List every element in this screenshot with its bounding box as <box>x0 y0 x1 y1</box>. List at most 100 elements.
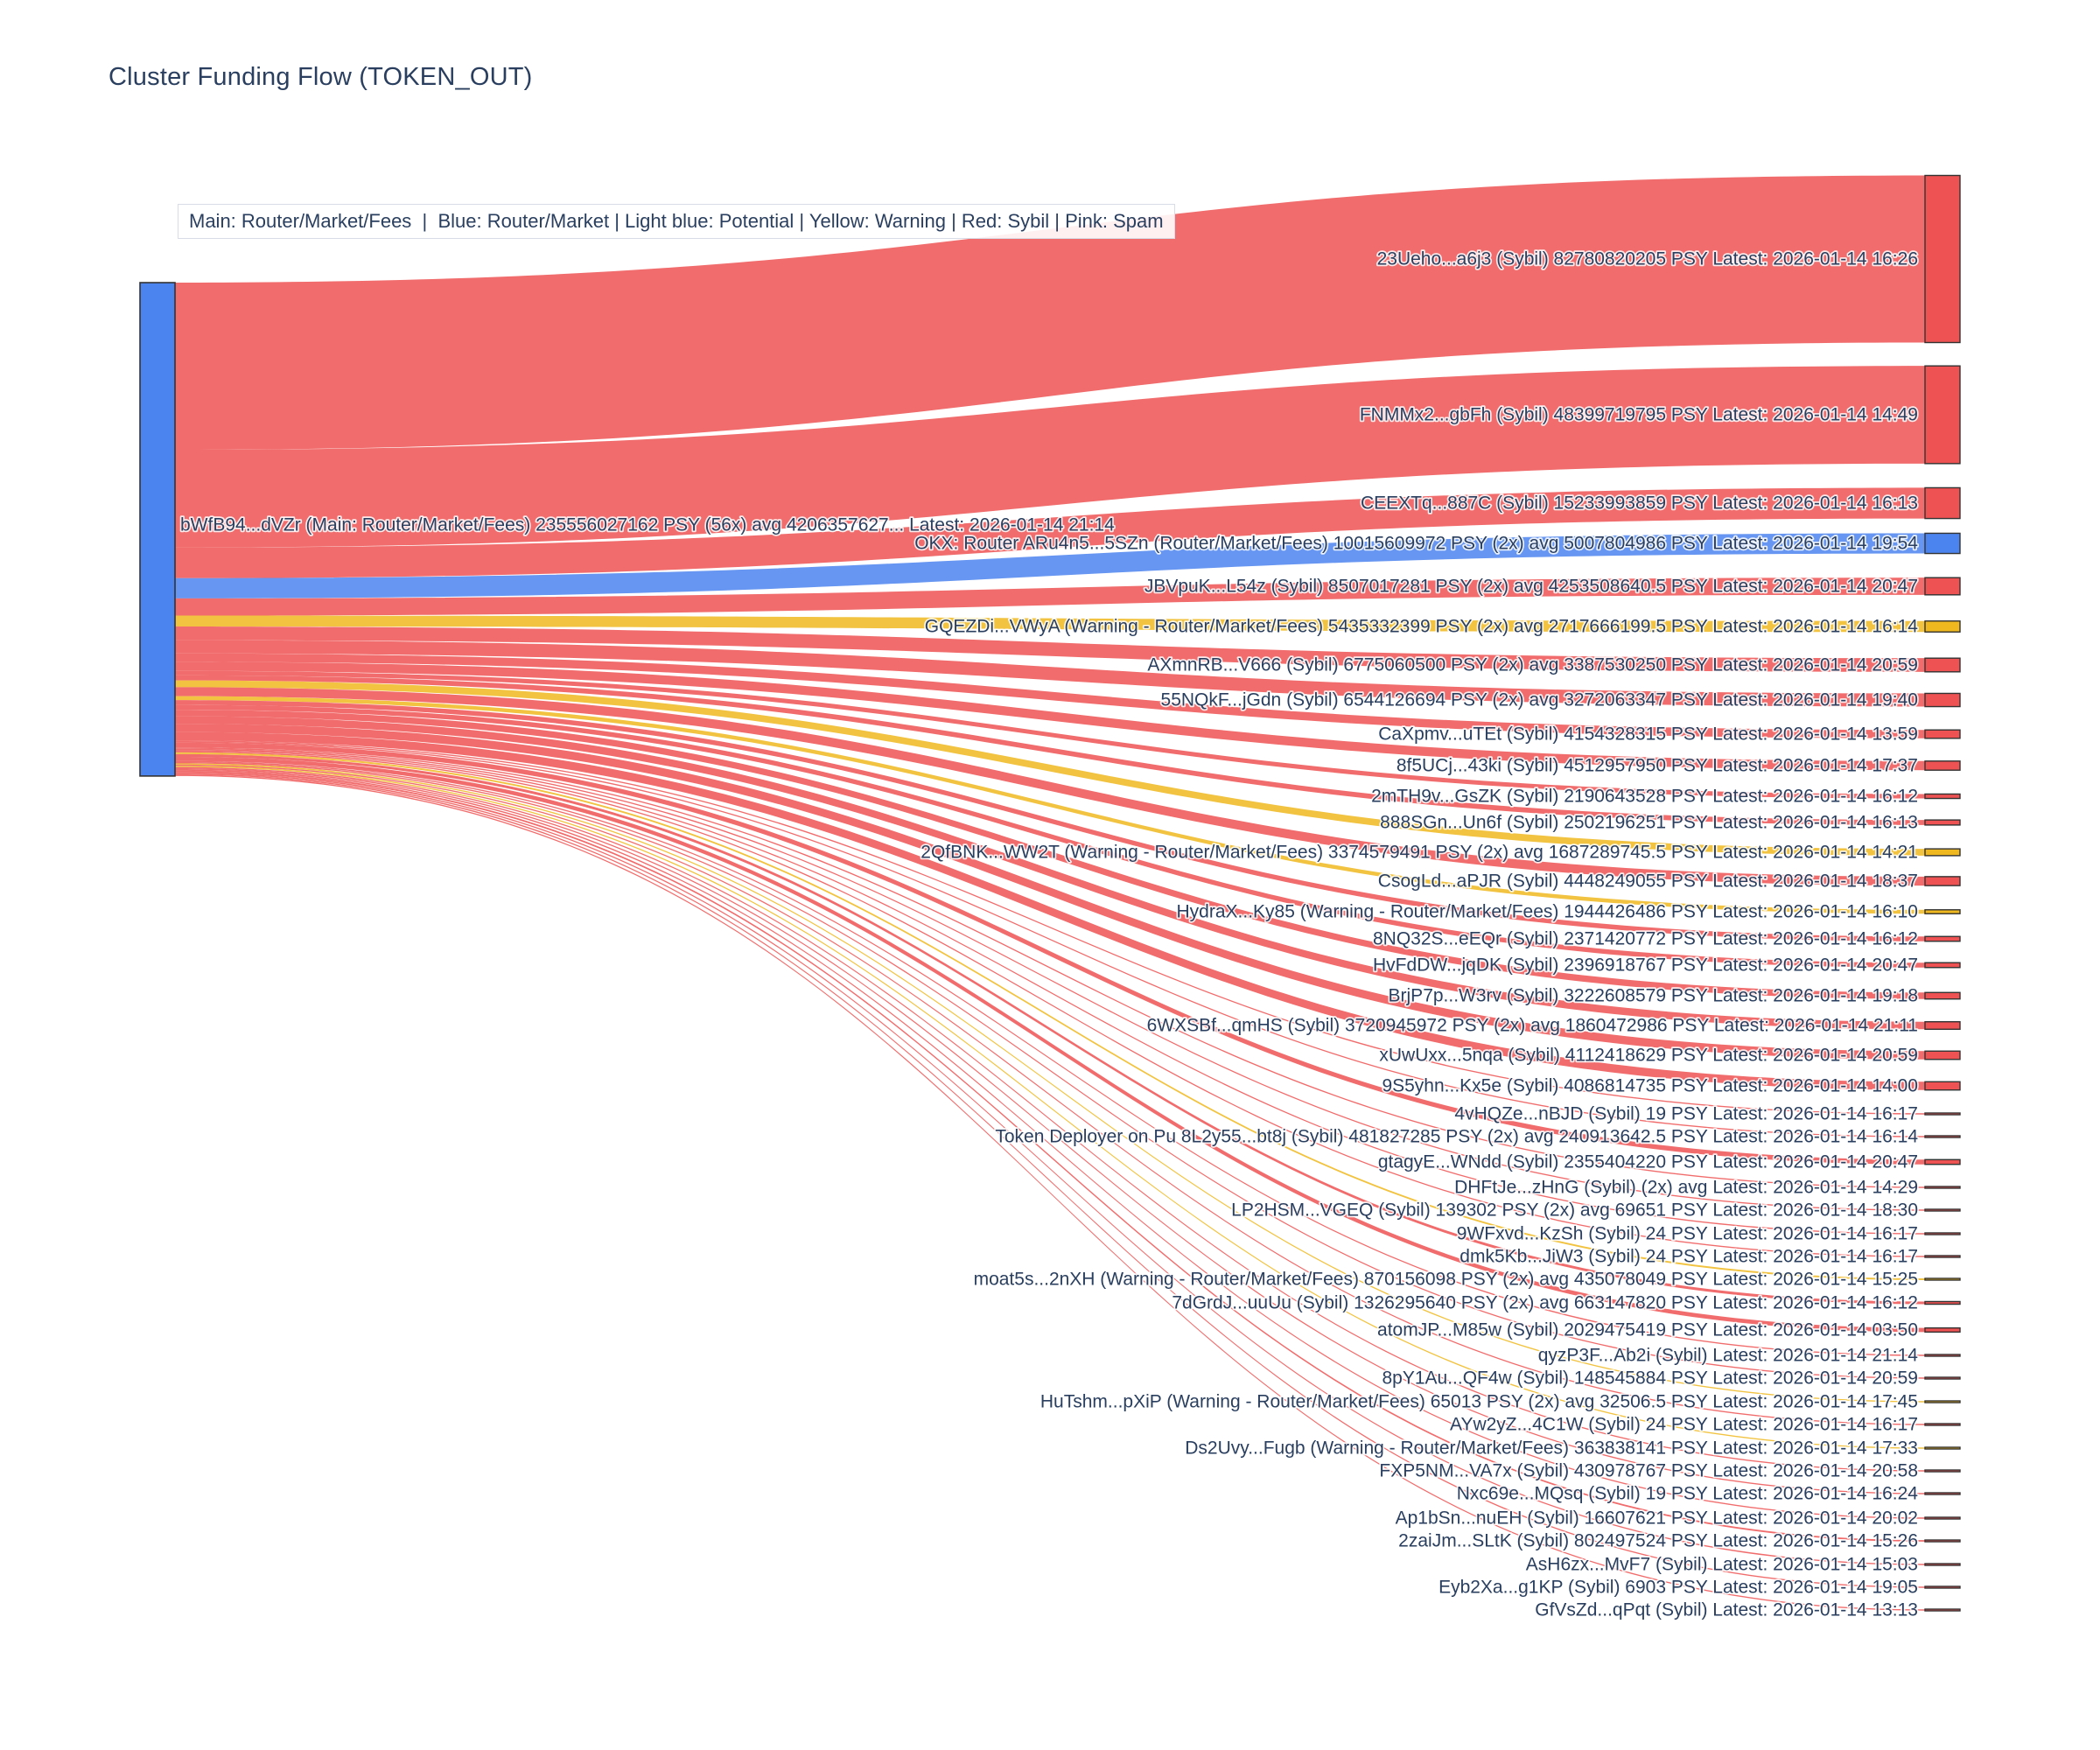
sankey-link <box>175 366 1925 548</box>
sankey-node-label: CsogLd...aPJR (Sybil) 4448249055 PSY Lat… <box>1378 872 1918 892</box>
sankey-link <box>175 670 1925 799</box>
sankey-node[interactable] <box>1924 962 1961 969</box>
sankey-node-label: Ap1bSn...nuEH (Sybil) 16607621 PSY Lates… <box>1396 1508 1918 1529</box>
sankey-node[interactable] <box>1924 1446 1961 1450</box>
sankey-link <box>175 615 1925 633</box>
sankey-node[interactable] <box>1924 174 1961 344</box>
sankey-link <box>175 748 1925 1211</box>
sankey-node-label: 4vHQZe...nBJD (Sybil) 19 PSY Latest: 202… <box>1454 1104 1918 1124</box>
legend-note: Main: Router/Market/Fees | Blue: Router/… <box>178 204 1175 239</box>
sankey-link <box>175 770 1925 1542</box>
sankey-node-label: 55NQkF...jGdn (Sybil) 6544126694 PSY (2x… <box>1161 690 1918 710</box>
sankey-node[interactable] <box>1924 909 1961 914</box>
sankey-node[interactable] <box>1924 1021 1961 1030</box>
sankey-node[interactable] <box>1924 1354 1961 1357</box>
sankey-link <box>175 751 1925 1257</box>
sankey-links <box>175 175 1925 1611</box>
sankey-node-label: Eyb2Xa...g1KP (Sybil) 6903 PSY Latest: 2… <box>1438 1578 1918 1598</box>
sankey-node[interactable] <box>1924 1081 1961 1091</box>
sankey-link <box>175 533 1925 598</box>
sankey-node[interactable] <box>1924 1255 1961 1258</box>
sankey-node-label: FNMMx2...gbFh (Sybil) 48399719795 PSY La… <box>1360 405 1918 425</box>
sankey-node[interactable] <box>1924 657 1961 673</box>
sankey-node-label: gtagyE...WNdd (Sybil) 2355404220 PSY Lat… <box>1378 1152 1918 1172</box>
sankey-node[interactable] <box>1924 991 1961 1000</box>
sankey-node-label: moat5s...2nXH (Warning - Router/Market/F… <box>974 1270 1918 1290</box>
sankey-link <box>175 769 1925 1519</box>
sankey-node-label: 888SGn...Un6f (Sybil) 2502196251 PSY Lat… <box>1380 813 1918 833</box>
sankey-node-label: JBVpuK...L54z (Sybil) 8507017281 PSY (2x… <box>1144 577 1918 597</box>
chart-title: Cluster Funding Flow (TOKEN_OUT) <box>108 63 533 91</box>
sankey-node[interactable] <box>1924 1469 1961 1473</box>
sankey-source-label: bWfB94...dVZr (Main: Router/Market/Fees)… <box>180 515 1115 536</box>
sankey-link <box>175 740 1925 1115</box>
sankey-link <box>175 763 1925 1403</box>
sankey-node-label: HuTshm...pXiP (Warning - Router/Market/F… <box>1040 1392 1918 1412</box>
sankey-link <box>175 653 1925 738</box>
sankey-node-label: Ds2Uvy...Fugb (Warning - Router/Market/F… <box>1185 1438 1918 1459</box>
sankey-node-label: 8NQ32S...eEQr (Sybil) 2371420772 PSY Lat… <box>1373 929 1918 949</box>
sankey-node[interactable] <box>1924 1050 1961 1060</box>
sankey-node[interactable] <box>1924 793 1961 800</box>
sankey-link <box>175 662 1925 771</box>
sankey-link <box>175 766 1925 1449</box>
sankey-link <box>175 687 1925 886</box>
sankey-link <box>175 704 1925 968</box>
sankey-node-label: dmk5Kb...JiW3 (Sybil) 24 PSY Latest: 202… <box>1460 1247 1918 1267</box>
sankey-link <box>175 732 1925 1090</box>
sankey-node[interactable] <box>1924 1208 1961 1212</box>
sankey-node-label: qyzP3F...Ab2i (Sybil) Latest: 2026-01-14… <box>1538 1346 1919 1366</box>
sankey-node[interactable] <box>1924 1232 1961 1236</box>
sankey-node-label: atomJP...M85w (Sybil) 2029475419 PSY Lat… <box>1377 1320 1918 1340</box>
sankey-node[interactable] <box>1924 1135 1961 1138</box>
sankey-node[interactable] <box>1924 819 1961 826</box>
sankey-link <box>175 762 1925 1379</box>
sankey-node[interactable] <box>1924 1376 1961 1380</box>
sankey-node[interactable] <box>1924 729 1961 739</box>
sankey-node[interactable] <box>1924 532 1961 555</box>
sankey-node-label: GQEZDi...VWyA (Warning - Router/Market/F… <box>925 617 1919 637</box>
sankey-node[interactable] <box>1924 1423 1961 1426</box>
sankey-node[interactable] <box>1924 486 1961 520</box>
sankey-node[interactable] <box>1924 1158 1961 1166</box>
sankey-link <box>175 724 1925 1060</box>
sankey-link <box>175 700 1925 942</box>
sankey-node-label: GfVsZd...qPqt (Sybil) Latest: 2026-01-14… <box>1535 1600 1918 1620</box>
sankey-node[interactable] <box>1924 577 1961 596</box>
sankey-node[interactable] <box>1924 1326 1961 1334</box>
sankey-node[interactable] <box>1924 1300 1961 1306</box>
sankey-node-label: 2QfBNK...WW2T (Warning - Router/Market/F… <box>920 843 1918 863</box>
sankey-link <box>175 175 1925 450</box>
sankey-node-label: BrjP7p...W3rv (Sybil) 3222608579 PSY Lat… <box>1389 986 1918 1006</box>
sankey-link <box>175 764 1925 1425</box>
sankey-node[interactable] <box>1924 1400 1961 1404</box>
sankey-node-label: AXmnRB...V666 (Sybil) 6775060500 PSY (2x… <box>1147 655 1918 676</box>
sankey-node[interactable] <box>1924 1608 1961 1612</box>
sankey-link <box>175 766 1925 1472</box>
sankey-node[interactable] <box>1924 1278 1961 1281</box>
sankey-node[interactable] <box>1924 935 1961 942</box>
sankey-node[interactable] <box>1924 1516 1961 1520</box>
sankey-node[interactable] <box>1924 365 1961 465</box>
sankey-source-node[interactable] <box>139 282 176 777</box>
sankey-nodes <box>139 174 1961 1612</box>
sankey-link <box>175 753 1925 1305</box>
sankey-node[interactable] <box>1924 620 1961 633</box>
sankey-node[interactable] <box>1924 848 1961 857</box>
sankey-node-label: 8f5UCj...43ki (Sybil) 4512957950 PSY Lat… <box>1396 756 1918 776</box>
sankey-link <box>175 578 1925 616</box>
sankey-node[interactable] <box>1924 1586 1961 1589</box>
sankey-node[interactable] <box>1924 1186 1961 1189</box>
sankey-node[interactable] <box>1924 692 1961 708</box>
sankey-node[interactable] <box>1924 1539 1961 1543</box>
sankey-node[interactable] <box>1924 760 1961 771</box>
sankey-link <box>175 760 1925 1356</box>
sankey-node[interactable] <box>1924 876 1961 886</box>
sankey-node[interactable] <box>1924 1563 1961 1566</box>
sankey-link <box>175 772 1925 1565</box>
sankey-node-label: AsH6zx...MvF7 (Sybil) Latest: 2026-01-14… <box>1526 1555 1918 1575</box>
sankey-node[interactable] <box>1924 1492 1961 1495</box>
sankey-node[interactable] <box>1924 1112 1961 1116</box>
